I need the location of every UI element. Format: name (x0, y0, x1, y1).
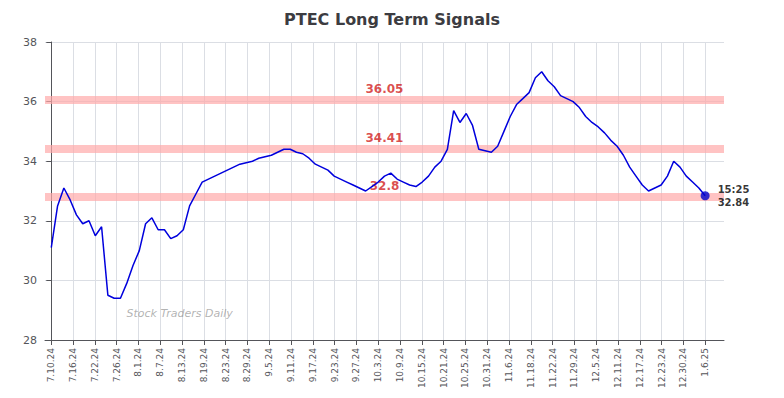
svg-text:10.3.24: 10.3.24 (373, 348, 383, 383)
svg-text:Stock Traders Daily: Stock Traders Daily (126, 307, 233, 320)
svg-text:9.11.24: 9.11.24 (286, 348, 296, 383)
svg-text:15:25: 15:25 (718, 184, 750, 195)
svg-text:11.6.24: 11.6.24 (504, 348, 514, 383)
svg-text:8.29.24: 8.29.24 (242, 348, 252, 383)
svg-text:7.16.24: 7.16.24 (68, 348, 78, 383)
svg-text:12.17.24: 12.17.24 (635, 348, 645, 388)
svg-text:12.5.24: 12.5.24 (591, 348, 601, 383)
svg-text:28: 28 (23, 334, 37, 347)
svg-text:36.05: 36.05 (366, 82, 404, 96)
svg-text:1.6.25: 1.6.25 (700, 348, 710, 377)
svg-text:11.18.24: 11.18.24 (526, 348, 536, 388)
svg-text:10.15.24: 10.15.24 (417, 348, 427, 388)
svg-text:34: 34 (23, 155, 37, 168)
svg-text:7.26.24: 7.26.24 (112, 348, 122, 383)
svg-text:8.1.24: 8.1.24 (133, 348, 143, 377)
svg-text:8.23.24: 8.23.24 (221, 348, 231, 383)
svg-text:32.8: 32.8 (370, 179, 400, 193)
svg-text:11.29.24: 11.29.24 (569, 348, 579, 388)
svg-text:32: 32 (23, 214, 37, 227)
svg-text:7.22.24: 7.22.24 (90, 348, 100, 383)
svg-text:9.27.24: 9.27.24 (351, 348, 361, 383)
svg-text:10.21.24: 10.21.24 (439, 348, 449, 388)
svg-text:11.22.24: 11.22.24 (548, 348, 558, 388)
svg-text:12.30.24: 12.30.24 (678, 348, 688, 388)
svg-text:30: 30 (23, 274, 37, 287)
svg-text:8.7.24: 8.7.24 (155, 348, 165, 377)
svg-text:34.41: 34.41 (366, 131, 404, 145)
svg-text:10.25.24: 10.25.24 (460, 348, 470, 388)
svg-text:8.19.24: 8.19.24 (199, 348, 209, 383)
svg-text:38: 38 (23, 36, 37, 49)
svg-text:32.84: 32.84 (718, 197, 750, 208)
svg-text:9.17.24: 9.17.24 (308, 348, 318, 383)
svg-text:7.10.24: 7.10.24 (46, 348, 56, 383)
svg-text:10.31.24: 10.31.24 (482, 348, 492, 388)
svg-text:10.9.24: 10.9.24 (395, 348, 405, 383)
svg-text:12.23.24: 12.23.24 (657, 348, 667, 388)
svg-text:9.5.24: 9.5.24 (264, 348, 274, 377)
svg-text:36: 36 (23, 95, 37, 108)
svg-text:8.13.24: 8.13.24 (177, 348, 187, 383)
svg-text:9.23.24: 9.23.24 (330, 348, 340, 383)
svg-text:12.11.24: 12.11.24 (613, 348, 623, 388)
svg-text:PTEC Long Term Signals: PTEC Long Term Signals (284, 10, 500, 29)
